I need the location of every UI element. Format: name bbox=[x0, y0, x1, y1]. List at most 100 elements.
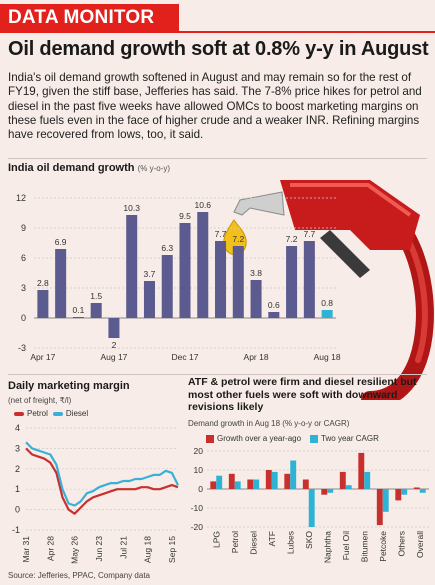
cagr-swatch bbox=[310, 434, 319, 443]
bar bbox=[339, 471, 346, 489]
y-tick-label: 2 bbox=[15, 464, 20, 474]
bar bbox=[395, 489, 402, 501]
data-label: 2.8 bbox=[37, 278, 49, 288]
x-tick-label: Lubes bbox=[285, 531, 295, 554]
y-tick-label: -10 bbox=[191, 503, 204, 513]
data-label: 7.7 bbox=[215, 229, 227, 239]
x-tick-label: Bitumen bbox=[359, 531, 369, 562]
x-tick-label: LPG bbox=[211, 531, 221, 548]
bar bbox=[358, 452, 365, 489]
x-tick-label: Naphtha bbox=[322, 531, 332, 563]
bar bbox=[364, 471, 371, 489]
fuel-nozzle-icon bbox=[223, 180, 434, 400]
x-tick-label: Apr 18 bbox=[244, 352, 269, 362]
x-tick-label: Aug 17 bbox=[100, 352, 127, 362]
bar bbox=[210, 481, 217, 489]
bar bbox=[247, 479, 254, 489]
x-tick-label: Jun 23 bbox=[94, 536, 104, 562]
chart2-unit: (net of freight, ₹/l) bbox=[8, 396, 72, 405]
legend-diesel: Diesel bbox=[65, 409, 89, 418]
x-tick-label: Others bbox=[396, 531, 406, 557]
y-tick-label: 0 bbox=[15, 505, 20, 515]
x-tick-label: Mar 31 bbox=[21, 536, 31, 563]
bar bbox=[413, 487, 420, 489]
bar bbox=[234, 481, 241, 489]
bar bbox=[382, 489, 389, 512]
chart2-legend: Petrol Diesel bbox=[14, 409, 88, 418]
data-label: 9.5 bbox=[179, 211, 191, 221]
bar bbox=[108, 318, 120, 338]
x-tick-label: Petrol bbox=[230, 531, 240, 553]
bar bbox=[126, 215, 138, 318]
banner: DATA MONITOR bbox=[0, 4, 179, 31]
legend-growth: Growth over a year-ago bbox=[217, 434, 302, 443]
x-tick-label: Overall bbox=[415, 531, 425, 558]
oil-demand-bar-chart: 12 9 6 3 0 -3 2.8 6.9 0.1 1.5 2 10.3 3.7 6.3 9.510.6 7.… bbox=[16, 193, 341, 362]
bar bbox=[302, 479, 309, 489]
section-divider-2 bbox=[8, 374, 427, 375]
legend-cagr: Two year CAGR bbox=[321, 434, 379, 443]
x-tick-label: Aug 18 bbox=[143, 536, 153, 563]
y-tick-label: 20 bbox=[194, 446, 204, 456]
section-divider bbox=[8, 158, 427, 159]
bar bbox=[290, 460, 297, 489]
data-label: 1.5 bbox=[90, 291, 102, 301]
x-tick-label: Petcoke bbox=[378, 531, 388, 562]
data-label: 10.3 bbox=[123, 203, 140, 213]
data-label: 0.6 bbox=[268, 300, 280, 310]
data-label: 7.2 bbox=[232, 234, 244, 244]
series-line-diesel bbox=[25, 441, 179, 507]
bar bbox=[321, 310, 333, 318]
bar bbox=[197, 212, 209, 318]
data-label: 7.7 bbox=[303, 229, 315, 239]
chart1-title-block: India oil demand growth (% y-o-y) bbox=[8, 162, 170, 174]
bar bbox=[216, 475, 223, 489]
x-tick-label: Aug 18 bbox=[314, 352, 341, 362]
x-tick-label: Jul 21 bbox=[118, 536, 128, 559]
headline: Oil demand growth soft at 0.8% y-y in Au… bbox=[8, 38, 429, 60]
bar bbox=[376, 489, 383, 526]
x-tick-label: Dec 17 bbox=[172, 352, 199, 362]
y-tick-label: 12 bbox=[16, 193, 26, 203]
bar bbox=[55, 249, 67, 318]
bar bbox=[308, 489, 315, 527]
x-tick-label: Apr 17 bbox=[30, 352, 55, 362]
chart3-title: ATF & petrol were firm and diesel resili… bbox=[188, 376, 417, 413]
bar bbox=[303, 241, 315, 318]
petrol-swatch bbox=[14, 411, 24, 416]
bar bbox=[143, 281, 155, 318]
chart3-legend: Growth over a year-ago Two year CAGR bbox=[206, 434, 379, 443]
chart1-unit: (% y-o-y) bbox=[137, 164, 171, 173]
data-label: 0.1 bbox=[72, 305, 84, 315]
data-label: 10.6 bbox=[194, 200, 211, 210]
bar bbox=[37, 290, 49, 318]
bar bbox=[90, 303, 102, 318]
data-label: 0.8 bbox=[321, 298, 333, 308]
data-label: 3.8 bbox=[250, 268, 262, 278]
bar bbox=[401, 489, 408, 495]
bar bbox=[268, 312, 280, 318]
bar bbox=[250, 280, 262, 318]
y-tick-label: 0 bbox=[198, 484, 203, 494]
data-label: 7.2 bbox=[286, 234, 298, 244]
x-tick-label: Fuel Oil bbox=[341, 531, 351, 560]
bar bbox=[179, 223, 191, 318]
bar bbox=[161, 255, 173, 318]
chart3-subtitle: Demand growth in Aug 18 (% y-o-y or CAGR… bbox=[188, 419, 350, 428]
diesel-swatch bbox=[52, 411, 63, 416]
y-tick-label: 3 bbox=[15, 443, 20, 453]
y-tick-label: -20 bbox=[191, 522, 204, 532]
bar bbox=[232, 246, 244, 318]
y-tick-label: 0 bbox=[21, 313, 26, 323]
bar bbox=[286, 246, 298, 318]
intro-paragraph: India's oil demand growth softened in Au… bbox=[8, 71, 422, 142]
bar bbox=[321, 489, 328, 495]
y-tick-label: -1 bbox=[12, 525, 20, 535]
y-tick-label: 4 bbox=[15, 423, 20, 433]
x-tick-label: ATF bbox=[267, 531, 277, 546]
x-tick-label: May 26 bbox=[70, 536, 80, 564]
bar bbox=[271, 471, 278, 489]
bar bbox=[327, 489, 334, 493]
source-note: Source: Jefferies, PPAC, Company data bbox=[8, 571, 150, 580]
y-tick-label: 6 bbox=[21, 253, 26, 263]
